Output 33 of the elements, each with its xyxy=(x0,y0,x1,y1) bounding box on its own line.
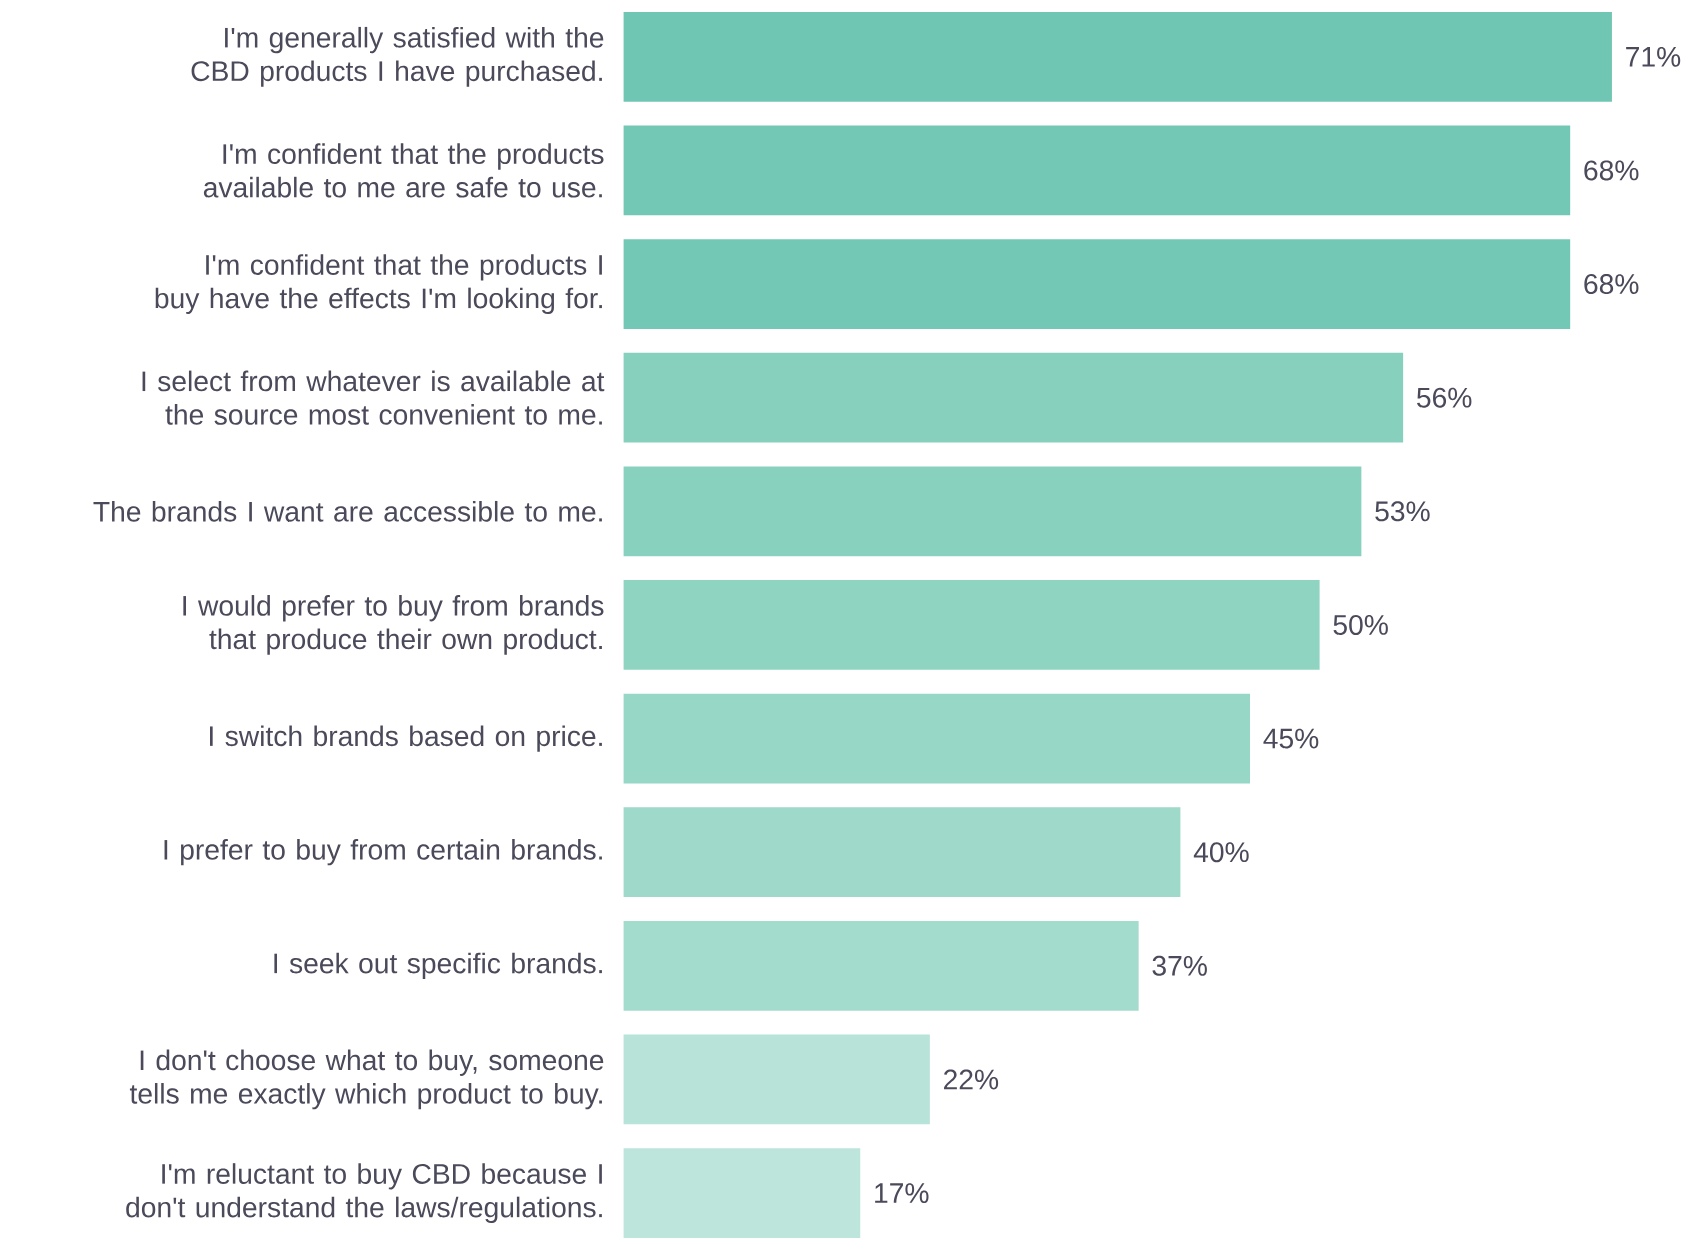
y-tick-label: I'm reluctant to buy CBD because I don't understand the laws/regulations. xyxy=(126,1163,602,1224)
bar xyxy=(623,1034,930,1125)
bar xyxy=(623,466,1362,557)
bar xyxy=(623,125,1571,216)
y-tick-label: I would prefer to buy from brands that produce their own product. xyxy=(183,595,604,655)
data-label: 40% xyxy=(1193,842,1249,863)
y-tick-label: I'm confident that the products I buy have the effects I'm looking for. xyxy=(155,254,602,315)
bar xyxy=(623,1148,861,1239)
data-label: 37% xyxy=(1152,955,1207,976)
y-tick-label: I seek out specific brands. xyxy=(274,952,602,980)
y-tick-label: I switch brands based on price. xyxy=(210,725,602,752)
data-label: 22% xyxy=(944,1069,999,1090)
data-label: 68% xyxy=(1584,274,1639,295)
bar xyxy=(623,921,1139,1011)
y-tick-label: I select from whatever is available at the source most convenient to me. xyxy=(142,370,605,425)
data-label: 17% xyxy=(875,1183,929,1204)
data-label: 45% xyxy=(1263,728,1319,749)
bar xyxy=(623,11,1612,102)
y-tick-label: I prefer to buy from certain brands. xyxy=(164,839,602,866)
bar xyxy=(623,693,1251,784)
y-tick-label: I'm generally satisfied with the CBD products I have purchased. xyxy=(191,26,604,87)
bar xyxy=(623,807,1181,898)
y-tick-label: The brands I want are accessible to me. xyxy=(93,500,602,522)
data-label: 53% xyxy=(1375,501,1430,522)
bar xyxy=(623,239,1571,329)
data-label: 56% xyxy=(1417,387,1472,408)
y-tick-label: I'm confident that the products available to me are safe to use. xyxy=(203,143,604,198)
data-label: 71% xyxy=(1626,46,1681,67)
bar xyxy=(623,580,1320,670)
data-label: 50% xyxy=(1333,615,1388,635)
y-tick-label: I don't choose what to buy, someone tells me exactly which product to buy. xyxy=(129,1049,604,1110)
data-label: 68% xyxy=(1584,160,1639,181)
bar xyxy=(623,352,1404,443)
